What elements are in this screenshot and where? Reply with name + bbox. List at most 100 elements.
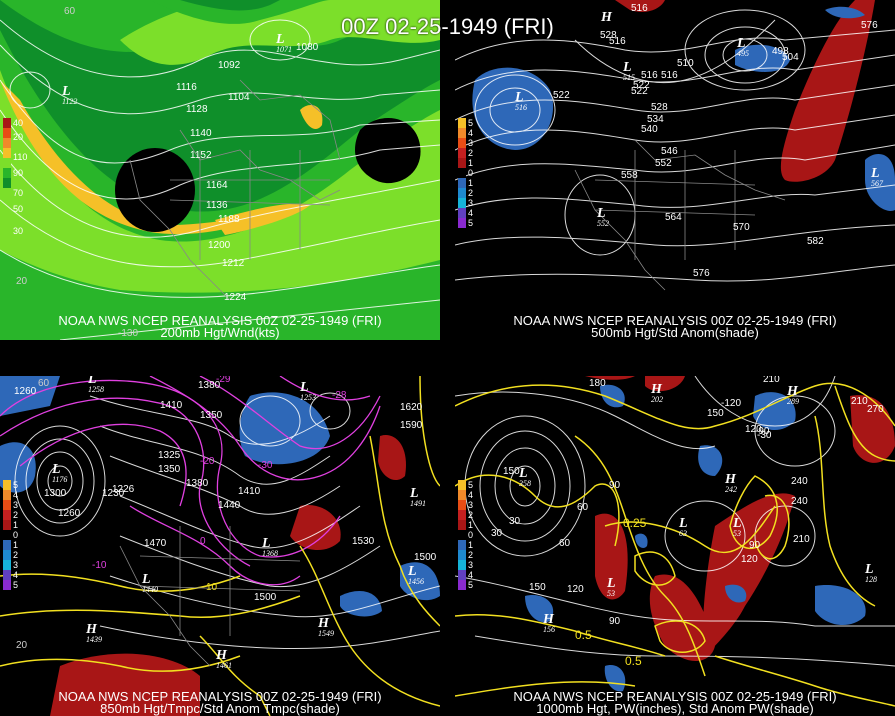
contour-label: 1104	[228, 92, 250, 103]
legend-label: 40	[13, 118, 24, 128]
contour-label: 90	[749, 540, 761, 551]
panel-850mb: 5 4 3 2 1 0 1 2 3 4 5 1260 1380 1410 135…	[0, 376, 440, 716]
isotherm-label: -10	[92, 560, 107, 571]
contour-label: 1500	[254, 592, 277, 603]
contour-label: 516	[609, 36, 626, 47]
legend-label: 5	[468, 218, 474, 228]
panel-subtitle: 200mb Hgt/Wnd(kts)	[160, 325, 280, 340]
legend-label: 2	[468, 148, 474, 158]
contour-label: 576	[693, 268, 710, 279]
legend-label: 4	[468, 490, 474, 500]
low-center: L 552	[597, 206, 609, 228]
legend-label: 5	[468, 480, 474, 490]
high-center: H	[601, 10, 612, 25]
legend-label: 50	[13, 204, 24, 214]
legend-label: 3	[13, 560, 19, 570]
contour-label: -90	[755, 426, 770, 437]
contour-label: 1410	[238, 486, 261, 497]
contour-label: 564	[665, 212, 682, 223]
panel-header: NOAA NWS NCEP REANALYSIS 00Z 02-25-1949 …	[513, 313, 837, 328]
contour-label: 120	[741, 554, 758, 565]
contour-label: 576	[861, 20, 878, 31]
legend-label: 90	[13, 168, 24, 178]
map-850mb	[0, 376, 440, 716]
legend-label: 0	[468, 530, 474, 540]
contour-label: 522	[631, 86, 648, 97]
contour-label: 528	[600, 30, 617, 41]
contour-label: 1080	[296, 42, 319, 53]
contour-label: 180	[589, 378, 606, 389]
isotherm-label: -29	[216, 376, 231, 385]
map-title: 00Z 02-25-1949 (FRI)	[341, 14, 554, 39]
low-center: L 495	[737, 36, 749, 58]
legend-850mb: 5 4 3 2 1 0 1 2 3 4 5	[3, 480, 18, 590]
contour-label: 210	[763, 376, 780, 385]
high-center: H 1549	[318, 616, 334, 638]
contour-label: 150	[529, 582, 546, 593]
low-center: L 53	[607, 576, 616, 598]
contour-label: 30	[509, 516, 521, 527]
isotherm-label: 10	[206, 582, 218, 593]
contour-label: 1200	[208, 240, 231, 251]
contour-label: 1500	[414, 552, 437, 563]
contour-label: -30	[757, 430, 772, 441]
low-center: L 515	[623, 60, 635, 82]
legend-label: 4	[13, 490, 19, 500]
legend-label: 2	[13, 550, 19, 560]
contour-label: 1260	[14, 386, 37, 397]
contour-label: 540	[641, 124, 658, 135]
map-500mb	[455, 0, 895, 340]
contour-label: 516	[631, 3, 648, 14]
legend-label: 5	[468, 118, 474, 128]
panel-header: NOAA NWS NCEP REANALYSIS 00Z 02-25-1949 …	[58, 689, 382, 704]
high-center: H 1439	[86, 622, 102, 644]
contour-label: 510	[677, 58, 694, 69]
contour-label: 522	[633, 80, 650, 91]
legend-label: 1	[468, 158, 474, 168]
isotherm-label: -28	[332, 390, 347, 401]
lon-label: -130	[118, 328, 139, 339]
legend-label: 3	[468, 138, 474, 148]
legend-label: 2	[13, 510, 19, 520]
contour-label: 1410	[160, 400, 183, 411]
contour-label: 60	[577, 502, 589, 513]
contour-label: 1128	[186, 104, 208, 115]
high-center: L 63	[679, 516, 688, 538]
legend-label: 3	[468, 560, 474, 570]
contour-label: 240	[791, 496, 808, 507]
legend-label: 4	[468, 208, 474, 218]
panel-header: NOAA NWS NCEP REANALYSIS 00Z 02-25-1949 …	[513, 689, 837, 704]
contour-label: 516	[641, 70, 658, 81]
contour-label: 1440	[218, 500, 241, 511]
contour-label: 498	[772, 46, 789, 57]
isotherm-label: 0	[200, 536, 206, 547]
map-200mb	[0, 0, 440, 340]
contour-label: 30	[491, 528, 503, 539]
legend-label: 5	[13, 580, 19, 590]
contour-label: 120	[745, 424, 762, 435]
high-center: H 242	[725, 472, 737, 494]
panel-subtitle: 1000mb Hgt, PW(inches), Std Anom PW(shad…	[536, 701, 814, 716]
low-center: L 358	[519, 466, 531, 488]
contour-label: 150	[707, 408, 724, 419]
legend-label: 30	[13, 226, 24, 236]
low-center: L 1176	[52, 462, 68, 484]
contour-label: 528	[651, 102, 668, 113]
legend-200mb: 40 20 110 90 70 50 30	[3, 118, 27, 236]
contour-label: 210	[793, 534, 810, 545]
contour-label: 90	[609, 616, 621, 627]
low-center: L 567	[871, 166, 883, 188]
contour-label: 1380	[198, 380, 221, 391]
legend-label: 4	[468, 128, 474, 138]
legend-label: 5	[468, 580, 474, 590]
contour-label: 210	[851, 396, 868, 407]
contour-label: 1350	[200, 410, 223, 421]
lat-label: 20	[16, 640, 28, 651]
legend-label: 0	[13, 530, 19, 540]
contour-label: 1116	[176, 82, 197, 93]
low-center: L 1440	[142, 572, 158, 594]
low-center: L 1122	[62, 84, 78, 106]
contour-label: 150	[503, 466, 520, 477]
low-center: L 1253	[300, 380, 316, 402]
contour-label: 1590	[400, 420, 423, 431]
